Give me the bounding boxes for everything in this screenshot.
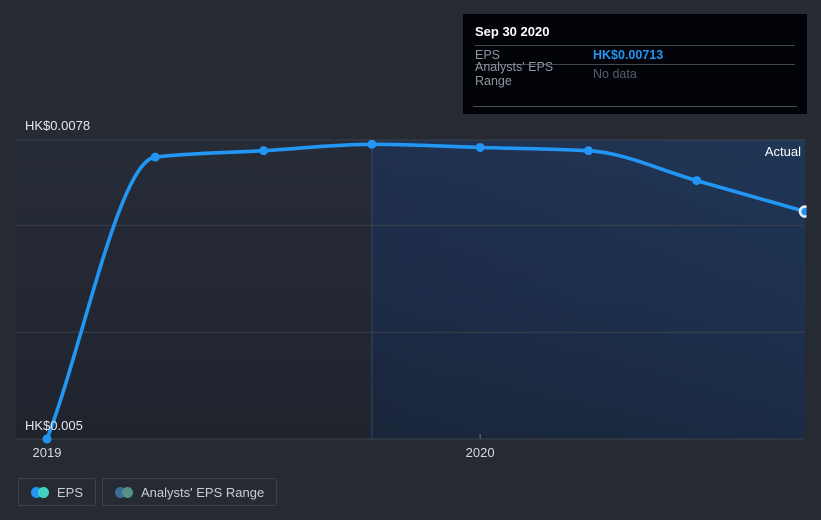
data-point[interactable] <box>692 176 702 186</box>
y-axis-label-max: HK$0.0078 <box>25 118 91 133</box>
past-period-band <box>16 140 372 439</box>
chart-tooltip: Sep 30 2020 EPS HK$0.00713 Analysts' EPS… <box>463 14 807 114</box>
analysts-range-series-icon <box>115 486 134 498</box>
eps-line <box>45 142 807 441</box>
tooltip-bottom-rule <box>473 106 797 107</box>
tooltip-eps-value: HK$0.00713 <box>593 48 664 62</box>
data-point-highlighted[interactable] <box>798 205 810 218</box>
actual-annotation: Actual <box>764 144 801 159</box>
data-point[interactable] <box>583 146 593 156</box>
legend-item-analysts-eps-range[interactable]: Analysts' EPS Range <box>102 478 278 506</box>
tooltip-eps-label: EPS <box>475 48 501 62</box>
tooltip-date: Sep 30 2020 <box>475 20 795 46</box>
x-axis-label-2020: 2020 <box>465 445 495 460</box>
legend-analysts-range-label: Analysts' EPS Range <box>141 484 265 500</box>
data-point[interactable] <box>367 139 377 149</box>
x-axis-label-2019: 2019 <box>32 445 62 460</box>
data-point[interactable] <box>259 146 269 156</box>
y-axis-label-min: HK$0.005 <box>25 418 83 433</box>
tooltip-range-label: Analysts' EPS Range <box>475 60 554 88</box>
tooltip-row-analysts-range: Analysts' EPS Range No data <box>475 60 795 88</box>
chart-legend: EPS Analysts' EPS Range <box>18 478 278 506</box>
legend-item-eps[interactable]: EPS <box>18 478 97 506</box>
tooltip-row-eps: EPS HK$0.00713 <box>475 46 795 65</box>
data-point[interactable] <box>150 152 160 162</box>
tooltip-range-value: No data <box>593 67 637 81</box>
data-point[interactable] <box>42 434 52 444</box>
data-point[interactable] <box>475 142 485 152</box>
legend-eps-label: EPS <box>57 484 84 500</box>
eps-series-icon <box>31 486 49 498</box>
